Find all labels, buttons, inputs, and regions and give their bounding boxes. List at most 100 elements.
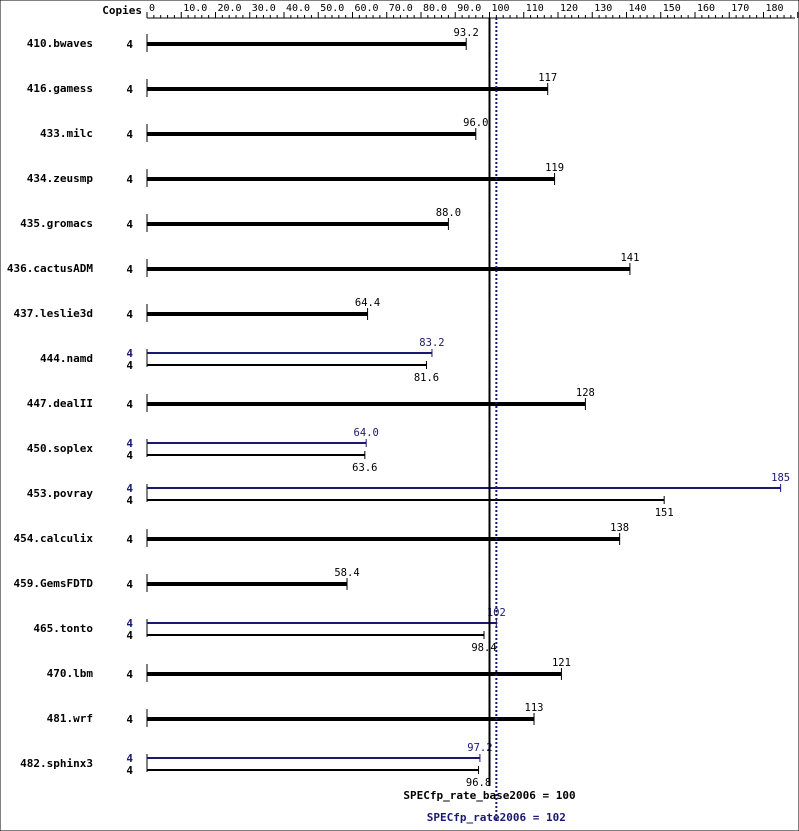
peak-copies: 4 [126,347,133,360]
base-copies: 4 [126,449,133,462]
peak-value-label: 83.2 [419,337,444,349]
base-copies: 4 [126,173,133,186]
base-value-label: 128 [576,387,595,399]
benchmark-name: 444.namd [40,352,93,365]
benchmark-name: 450.soplex [27,442,94,455]
x-axis: 0 10.0 20.0 30.0 40.0 50.0 60.0 70.0 80.0 90.0 100… [146,3,799,19]
benchmark-row: 436.cactusADM 4 141 [7,252,639,277]
peak-copies: 4 [126,482,133,495]
benchmark-name: 465.tonto [33,622,93,635]
benchmark-name: 454.calculix [14,532,94,545]
base-copies: 4 [126,629,133,642]
benchmark-name: 416.gamess [27,82,93,95]
benchmark-name: 437.leslie3d [14,307,93,320]
x-tick-label: 100 [492,3,510,14]
copies-header: Copies [102,4,142,17]
x-tick-label: 20.0 [218,3,242,14]
benchmark-name: 435.gromacs [20,217,93,230]
base-copies: 4 [126,359,133,372]
peak-copies: 4 [126,437,133,450]
x-tick-label: 0 [149,3,155,14]
x-tick-label: 140 [629,3,647,14]
base-copies: 4 [126,218,133,231]
benchmark-row: 450.soplex 4 64.0 4 63.6 [27,427,379,474]
base-reference-label: SPECfp_rate_base2006 = 100 [403,789,575,802]
base-copies: 4 [126,533,133,546]
benchmark-row: 481.wrf 4 113 [47,702,544,727]
benchmark-row: 482.sphinx3 4 97.2 4 96.8 [20,742,492,789]
base-value-label: 64.4 [355,297,380,309]
benchmark-row: 410.bwaves 4 93.2 [27,27,479,52]
base-value-label: 141 [620,252,639,264]
base-copies: 4 [126,38,133,51]
benchmark-row: 447.dealII 4 128 [27,387,595,412]
x-tick-label: 60.0 [355,3,379,14]
base-copies: 4 [126,494,133,507]
base-copies: 4 [126,83,133,96]
benchmark-row: 470.lbm 4 121 [47,657,571,682]
peak-value-label: 64.0 [354,427,379,439]
peak-copies: 4 [126,752,133,765]
base-copies: 4 [126,713,133,726]
benchmark-name: 447.dealII [27,397,93,410]
base-value-label: 119 [545,162,564,174]
benchmark-name: 436.cactusADM [7,262,93,275]
x-tick-label: 180 [766,3,784,14]
benchmark-row: 454.calculix 4 138 [14,522,629,547]
x-tick-label: 30.0 [252,3,276,14]
x-tick-label: 120 [560,3,578,14]
benchmark-row: 453.povray 4 185 4 151 [27,472,790,519]
peak-copies: 4 [126,617,133,630]
base-value-label: 96.8 [466,777,491,789]
x-tick-label: 170 [731,3,749,14]
base-value-label: 93.2 [454,27,479,39]
base-copies: 4 [126,263,133,276]
base-value-label: 81.6 [414,372,439,384]
x-tick-label: 90.0 [457,3,481,14]
base-value-label: 113 [525,702,544,714]
benchmark-name: 481.wrf [47,712,93,725]
benchmark-name: 470.lbm [47,667,94,680]
benchmark-name: 482.sphinx3 [20,757,93,770]
x-tick-label: 70.0 [389,3,413,14]
base-copies: 4 [126,764,133,777]
peak-reference-label: SPECfp_rate2006 = 102 [427,811,566,824]
base-value-label: 117 [538,72,557,84]
x-tick-label: 130 [594,3,612,14]
base-value-label: 138 [610,522,629,534]
peak-value-label: 97.2 [467,742,492,754]
base-copies: 4 [126,668,133,681]
base-copies: 4 [126,308,133,321]
base-copies: 4 [126,128,133,141]
x-tick-label: 110 [526,3,544,14]
base-value-label: 88.0 [436,207,461,219]
peak-value-label: 102 [487,607,506,619]
benchmark-row: 437.leslie3d 4 64.4 [14,297,380,322]
base-copies: 4 [126,398,133,411]
benchmark-row: 435.gromacs 4 88.0 [20,207,461,232]
benchmark-name: 459.GemsFDTD [14,577,94,590]
benchmark-row: 465.tonto 4 102 4 98.4 [33,607,505,654]
x-tick-label: 10.0 [183,3,207,14]
base-copies: 4 [126,578,133,591]
benchmark-name: 410.bwaves [27,37,93,50]
x-tick-label: 160 [697,3,715,14]
benchmark-row: 434.zeusmp 4 119 [27,162,564,187]
peak-value-label: 185 [771,472,790,484]
base-value-label: 63.6 [352,462,377,474]
benchmark-name: 433.milc [40,127,93,140]
base-value-label: 96.0 [463,117,488,129]
x-tick-label: 150 [663,3,681,14]
benchmark-name: 434.zeusmp [27,172,94,185]
reference-lines: SPECfp_rate_base2006 = 100 SPECfp_rate200… [403,18,576,824]
benchmark-row: 459.GemsFDTD 4 58.4 [14,567,360,592]
benchmark-name: 453.povray [27,487,94,500]
base-value-label: 58.4 [334,567,359,579]
x-tick-label: 50.0 [320,3,344,14]
base-value-label: 98.4 [471,642,496,654]
benchmark-row: 433.milc 4 96.0 [40,117,488,142]
benchmark-rows: 410.bwaves 4 93.2 416.gamess 4 117 433.milc 4 96… [7,27,790,789]
base-value-label: 151 [655,507,674,519]
